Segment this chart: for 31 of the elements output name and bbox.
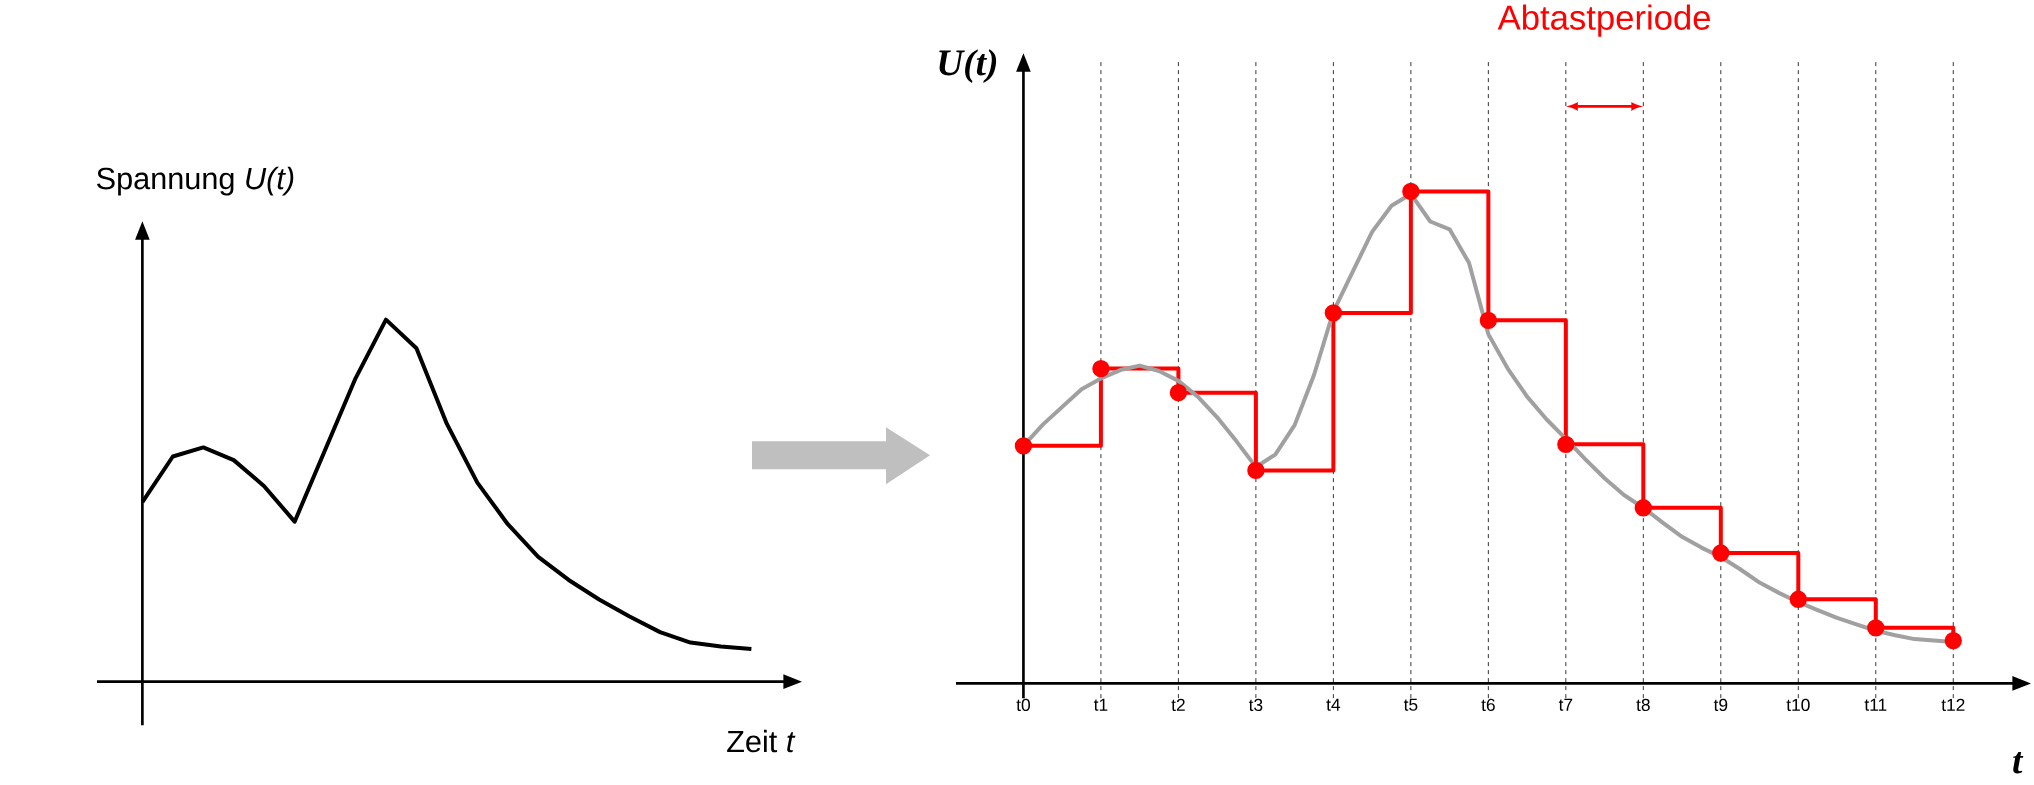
- point: [1092, 359, 1110, 378]
- x-tick-label: t3: [1248, 698, 1263, 711]
- x-tick-label: t6: [1481, 698, 1495, 711]
- x-tick-label: t4: [1326, 698, 1341, 711]
- point: [1169, 383, 1188, 402]
- point: [1867, 619, 1885, 637]
- x-tick-label: t10: [1786, 698, 1810, 711]
- text: Abtastperiode: [1497, 4, 1710, 37]
- point: [1557, 435, 1575, 453]
- point: [1944, 631, 1962, 650]
- x-tick-label: t8: [1636, 698, 1650, 711]
- point: [1712, 544, 1730, 562]
- x-axis-title: t: [2013, 751, 2024, 774]
- x-tick-label: t0: [1016, 698, 1030, 711]
- point: [1324, 304, 1343, 322]
- x-tick-label: t1: [1093, 698, 1108, 711]
- point: [1402, 182, 1420, 201]
- point: [1789, 590, 1807, 608]
- y-axis-title: U(t): [939, 49, 997, 83]
- x-tick-label: t9: [1713, 698, 1728, 711]
- x-axis-title: Zeit t: [727, 729, 796, 753]
- x-tick-label: t7: [1558, 698, 1573, 711]
- x-tick-label: t2: [1171, 698, 1185, 711]
- point: [1247, 461, 1265, 479]
- x-tick-label: t5: [1403, 698, 1418, 711]
- y-axis-title: Spannung U(t): [97, 166, 294, 196]
- x-tick-label: t12: [1941, 698, 1965, 711]
- point: [1634, 499, 1652, 517]
- x-tick-label: t11: [1864, 698, 1887, 711]
- point: [1479, 311, 1498, 329]
- point: [1014, 437, 1033, 455]
